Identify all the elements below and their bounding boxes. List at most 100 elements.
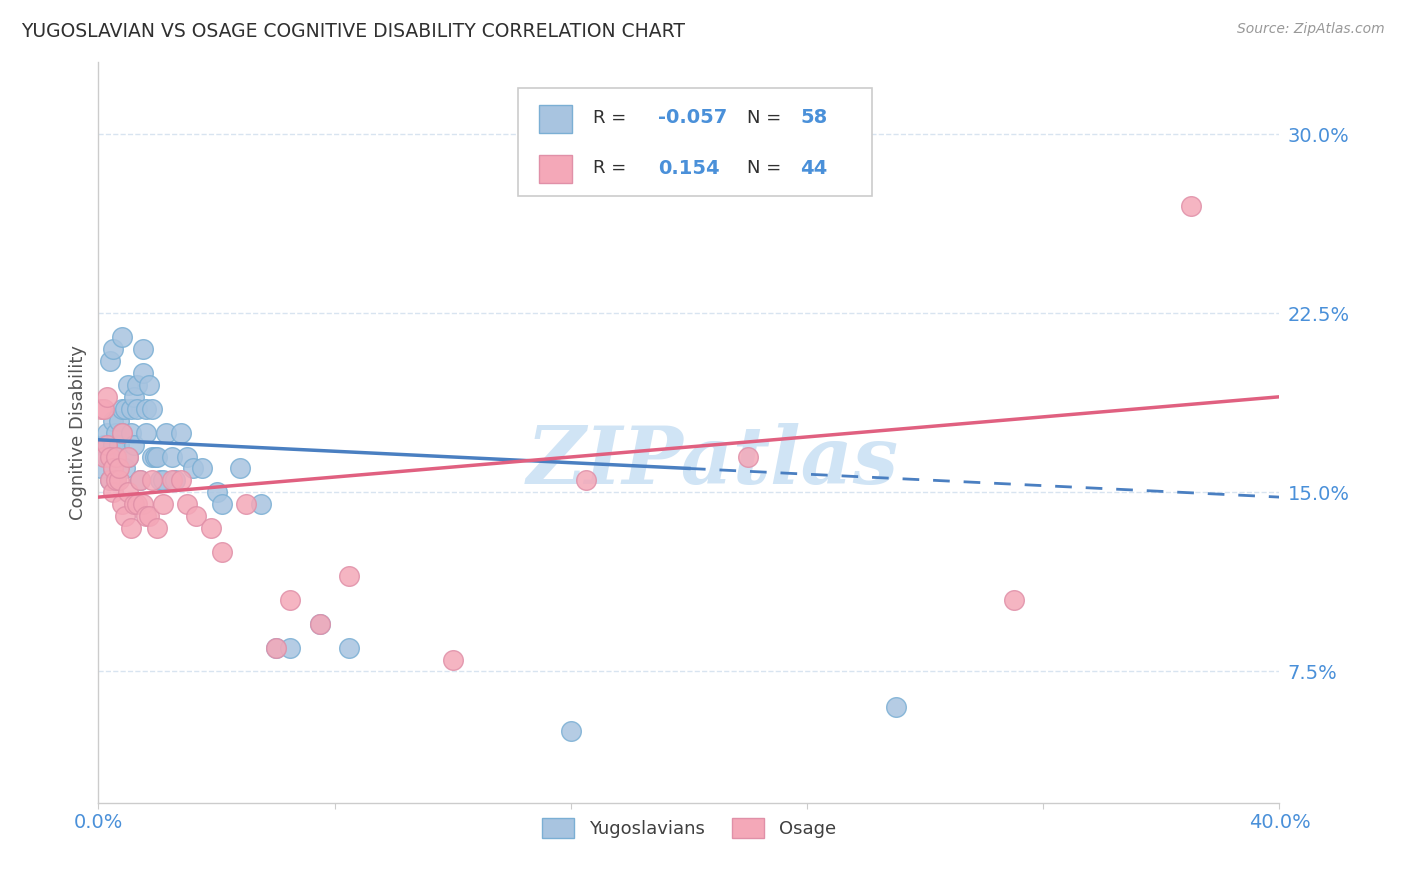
Text: Source: ZipAtlas.com: Source: ZipAtlas.com [1237, 22, 1385, 37]
Point [103, 437, 125, 451]
Point [96, 425, 118, 440]
Point [120, 425, 142, 440]
Point [184, 509, 207, 524]
Point [128, 474, 150, 488]
Point [120, 521, 142, 535]
Point [103, 414, 125, 428]
Point [309, 616, 332, 631]
Point [120, 401, 142, 416]
Point [339, 569, 361, 583]
Point [117, 450, 139, 464]
Point [96, 437, 118, 451]
Point [737, 450, 759, 464]
Legend: Yugoslavians, Osage: Yugoslavians, Osage [534, 810, 844, 846]
Point [441, 652, 464, 666]
Point [108, 461, 131, 475]
Point [575, 474, 598, 488]
Point [111, 401, 134, 416]
Point [108, 414, 131, 428]
Point [103, 461, 125, 475]
Y-axis label: Cognitive Disability: Cognitive Disability [69, 345, 87, 520]
Point [138, 509, 160, 524]
Point [90, 461, 112, 475]
Point [125, 497, 148, 511]
Point [117, 377, 139, 392]
Point [170, 474, 193, 488]
Point [339, 640, 361, 655]
Point [93, 401, 115, 416]
Point [111, 425, 134, 440]
Point [117, 450, 139, 464]
Point [122, 390, 145, 404]
Point [205, 485, 228, 500]
Point [149, 474, 172, 488]
Point [138, 377, 160, 392]
Point [128, 474, 150, 488]
Point [309, 616, 332, 631]
Point [105, 425, 128, 440]
Point [132, 366, 155, 380]
Point [93, 437, 115, 451]
Point [105, 474, 128, 488]
Point [176, 450, 198, 464]
Point [135, 425, 157, 440]
Point [90, 401, 112, 416]
Point [165, 474, 187, 488]
Point [105, 450, 128, 464]
Point [103, 342, 125, 356]
Point [181, 461, 204, 475]
Point [105, 450, 128, 464]
FancyBboxPatch shape [538, 104, 572, 133]
Point [143, 450, 166, 464]
Point [108, 474, 131, 488]
Point [125, 401, 148, 416]
Point [162, 450, 183, 464]
Text: -0.057: -0.057 [658, 108, 727, 128]
Point [98, 354, 121, 368]
Text: 0.154: 0.154 [658, 159, 720, 178]
Point [98, 474, 121, 488]
Point [96, 390, 118, 404]
Point [141, 450, 163, 464]
Point [211, 497, 233, 511]
Point [135, 509, 157, 524]
Text: N =: N = [747, 109, 787, 127]
Point [114, 509, 136, 524]
Point [117, 485, 139, 500]
FancyBboxPatch shape [517, 88, 872, 195]
Point [111, 425, 134, 440]
Point [103, 461, 125, 475]
Point [162, 474, 183, 488]
Point [108, 437, 131, 451]
Text: YUGOSLAVIAN VS OSAGE COGNITIVE DISABILITY CORRELATION CHART: YUGOSLAVIAN VS OSAGE COGNITIVE DISABILIT… [21, 22, 685, 41]
Point [103, 485, 125, 500]
Text: ZIPatlas: ZIPatlas [526, 424, 898, 501]
Point [114, 461, 136, 475]
Point [146, 450, 169, 464]
Point [96, 450, 118, 464]
Point [125, 377, 148, 392]
Point [111, 497, 134, 511]
Point [122, 437, 145, 451]
Point [280, 592, 302, 607]
Point [146, 521, 169, 535]
Point [264, 640, 287, 655]
Point [122, 497, 145, 511]
Text: N =: N = [747, 160, 787, 178]
Point [132, 497, 155, 511]
Text: R =: R = [593, 109, 633, 127]
Point [105, 474, 128, 488]
FancyBboxPatch shape [538, 155, 572, 183]
Point [170, 425, 193, 440]
Point [176, 497, 198, 511]
Point [211, 545, 233, 559]
Text: R =: R = [593, 160, 633, 178]
Point [1180, 199, 1202, 213]
Point [93, 450, 115, 464]
Point [200, 521, 222, 535]
Point [141, 401, 163, 416]
Point [155, 425, 177, 440]
Point [98, 474, 121, 488]
Point [141, 474, 163, 488]
Point [229, 461, 252, 475]
